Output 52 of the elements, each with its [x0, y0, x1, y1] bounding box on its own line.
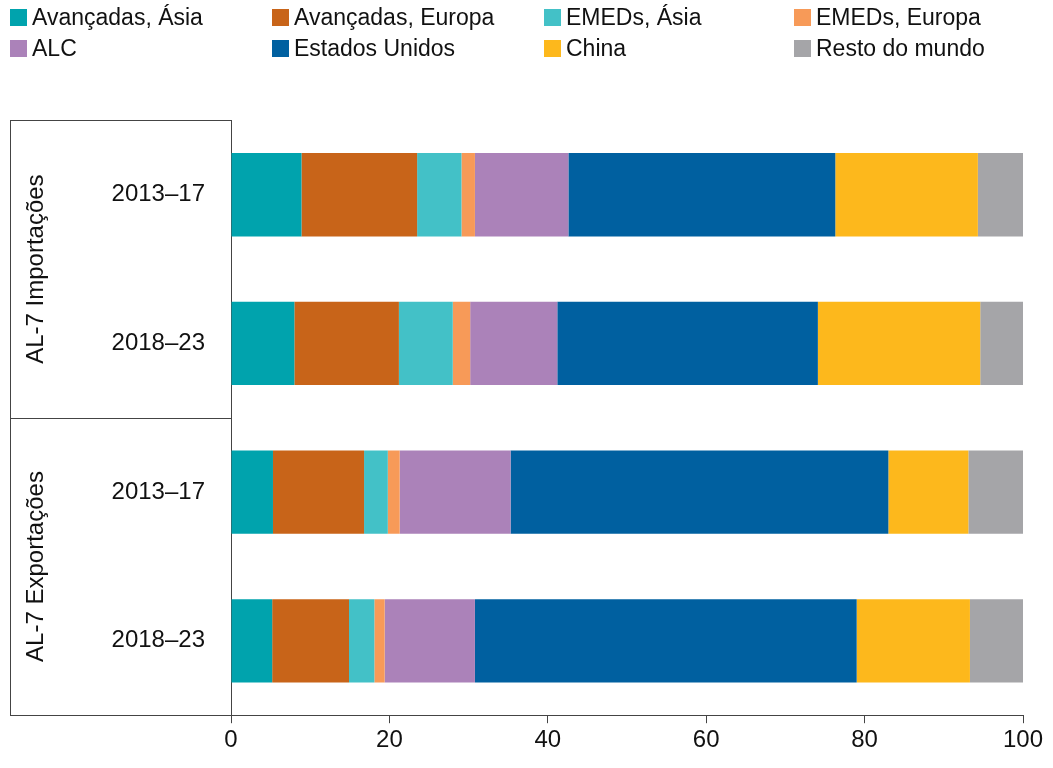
- bar: [474, 599, 857, 683]
- bar: [399, 450, 511, 534]
- bar: [294, 301, 399, 386]
- x-tick-label: 0: [224, 725, 238, 753]
- y-tick-label: 2013–17: [111, 476, 205, 504]
- bar: [364, 450, 388, 534]
- bar: [231, 599, 273, 683]
- bar: [374, 599, 385, 683]
- text: AL-7 Exportações: [20, 471, 48, 662]
- y-tick-label: 2018–23: [111, 625, 205, 653]
- y-tick-label: 2018–23: [111, 328, 205, 356]
- bar: [461, 153, 475, 237]
- legend-label: Resto do mundo: [816, 35, 985, 62]
- bar: [856, 599, 970, 683]
- x-tick-label: 40: [534, 725, 562, 753]
- bar: [387, 450, 400, 534]
- bar: [510, 450, 889, 534]
- bar: [398, 301, 453, 386]
- legend-label: China: [566, 35, 627, 62]
- bar: [968, 450, 1023, 534]
- bar: [452, 301, 471, 386]
- x-tick-label: 80: [851, 725, 878, 753]
- bar: [231, 301, 295, 386]
- bar: [231, 153, 302, 237]
- bar: [969, 599, 1023, 683]
- legend-label: Avançadas, Ásia: [32, 4, 203, 31]
- bar: [272, 450, 365, 534]
- legend-label: EMEDs, Ásia: [566, 4, 702, 31]
- legend-label: Estados Unidos: [294, 35, 456, 62]
- bar: [384, 599, 475, 683]
- bar: [301, 153, 418, 237]
- legend-label: EMEDs, Europa: [816, 4, 981, 31]
- legend-label: ALC: [32, 35, 77, 62]
- bar: [231, 450, 273, 534]
- x-tick-label: 20: [376, 725, 403, 753]
- bar: [817, 301, 981, 386]
- legend-label: Avançadas, Europa: [294, 4, 495, 31]
- bar: [349, 599, 375, 683]
- bar: [470, 301, 558, 386]
- bar: [977, 153, 1023, 237]
- bar: [557, 301, 818, 386]
- x-tick-label: 60: [692, 725, 720, 753]
- text: AL-7 Importações: [20, 174, 48, 364]
- bar: [474, 153, 569, 237]
- bar: [417, 153, 462, 237]
- y-tick-label: 2013–17: [111, 179, 205, 207]
- bar: [272, 599, 350, 683]
- bar: [888, 450, 969, 534]
- bar: [835, 153, 978, 237]
- bar: [980, 301, 1023, 386]
- x-tick-label: 100: [1002, 725, 1044, 753]
- bar: [568, 153, 836, 237]
